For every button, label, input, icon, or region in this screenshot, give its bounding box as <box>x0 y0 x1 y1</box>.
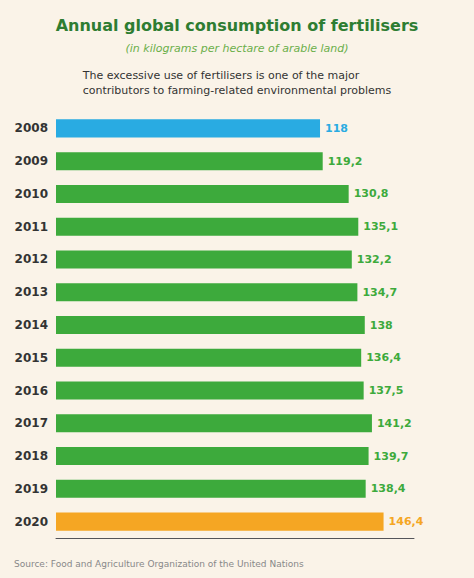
svg-text:130,8: 130,8 <box>354 187 389 200</box>
svg-text:146,4: 146,4 <box>389 515 424 528</box>
svg-text:2020: 2020 <box>15 515 48 529</box>
svg-text:134,7: 134,7 <box>362 286 397 299</box>
svg-text:2008: 2008 <box>15 121 48 135</box>
svg-text:2009: 2009 <box>15 154 48 168</box>
svg-text:137,5: 137,5 <box>369 384 404 397</box>
svg-text:141,2: 141,2 <box>377 417 412 430</box>
svg-text:2012: 2012 <box>15 252 48 266</box>
svg-text:2019: 2019 <box>15 482 48 496</box>
svg-text:132,2: 132,2 <box>357 253 392 266</box>
svg-text:135,1: 135,1 <box>363 220 398 233</box>
svg-text:139,7: 139,7 <box>374 450 409 463</box>
svg-text:2016: 2016 <box>15 384 48 398</box>
svg-text:Source: Food and Agriculture O: Source: Food and Agriculture Organizatio… <box>14 559 304 569</box>
svg-text:2017: 2017 <box>15 416 48 430</box>
svg-text:138: 138 <box>370 319 393 332</box>
svg-text:2015: 2015 <box>15 351 48 365</box>
svg-text:(in kilograms per hectare of a: (in kilograms per hectare of arable land… <box>125 42 348 55</box>
svg-text:119,2: 119,2 <box>328 155 363 168</box>
svg-text:Annual global consumption of f: Annual global consumption of fertilisers <box>56 16 419 35</box>
svg-text:2013: 2013 <box>15 285 48 299</box>
svg-text:2010: 2010 <box>15 187 48 201</box>
svg-text:contributors to farming-relate: contributors to farming-related environm… <box>83 84 392 97</box>
svg-text:2018: 2018 <box>15 449 48 463</box>
svg-text:The excessive use of fertilise: The excessive use of fertilisers is one … <box>82 69 360 82</box>
svg-text:138,4: 138,4 <box>371 482 406 495</box>
svg-text:118: 118 <box>325 122 348 135</box>
svg-text:2014: 2014 <box>15 318 48 332</box>
svg-text:136,4: 136,4 <box>366 351 401 364</box>
svg-text:2011: 2011 <box>15 220 48 234</box>
